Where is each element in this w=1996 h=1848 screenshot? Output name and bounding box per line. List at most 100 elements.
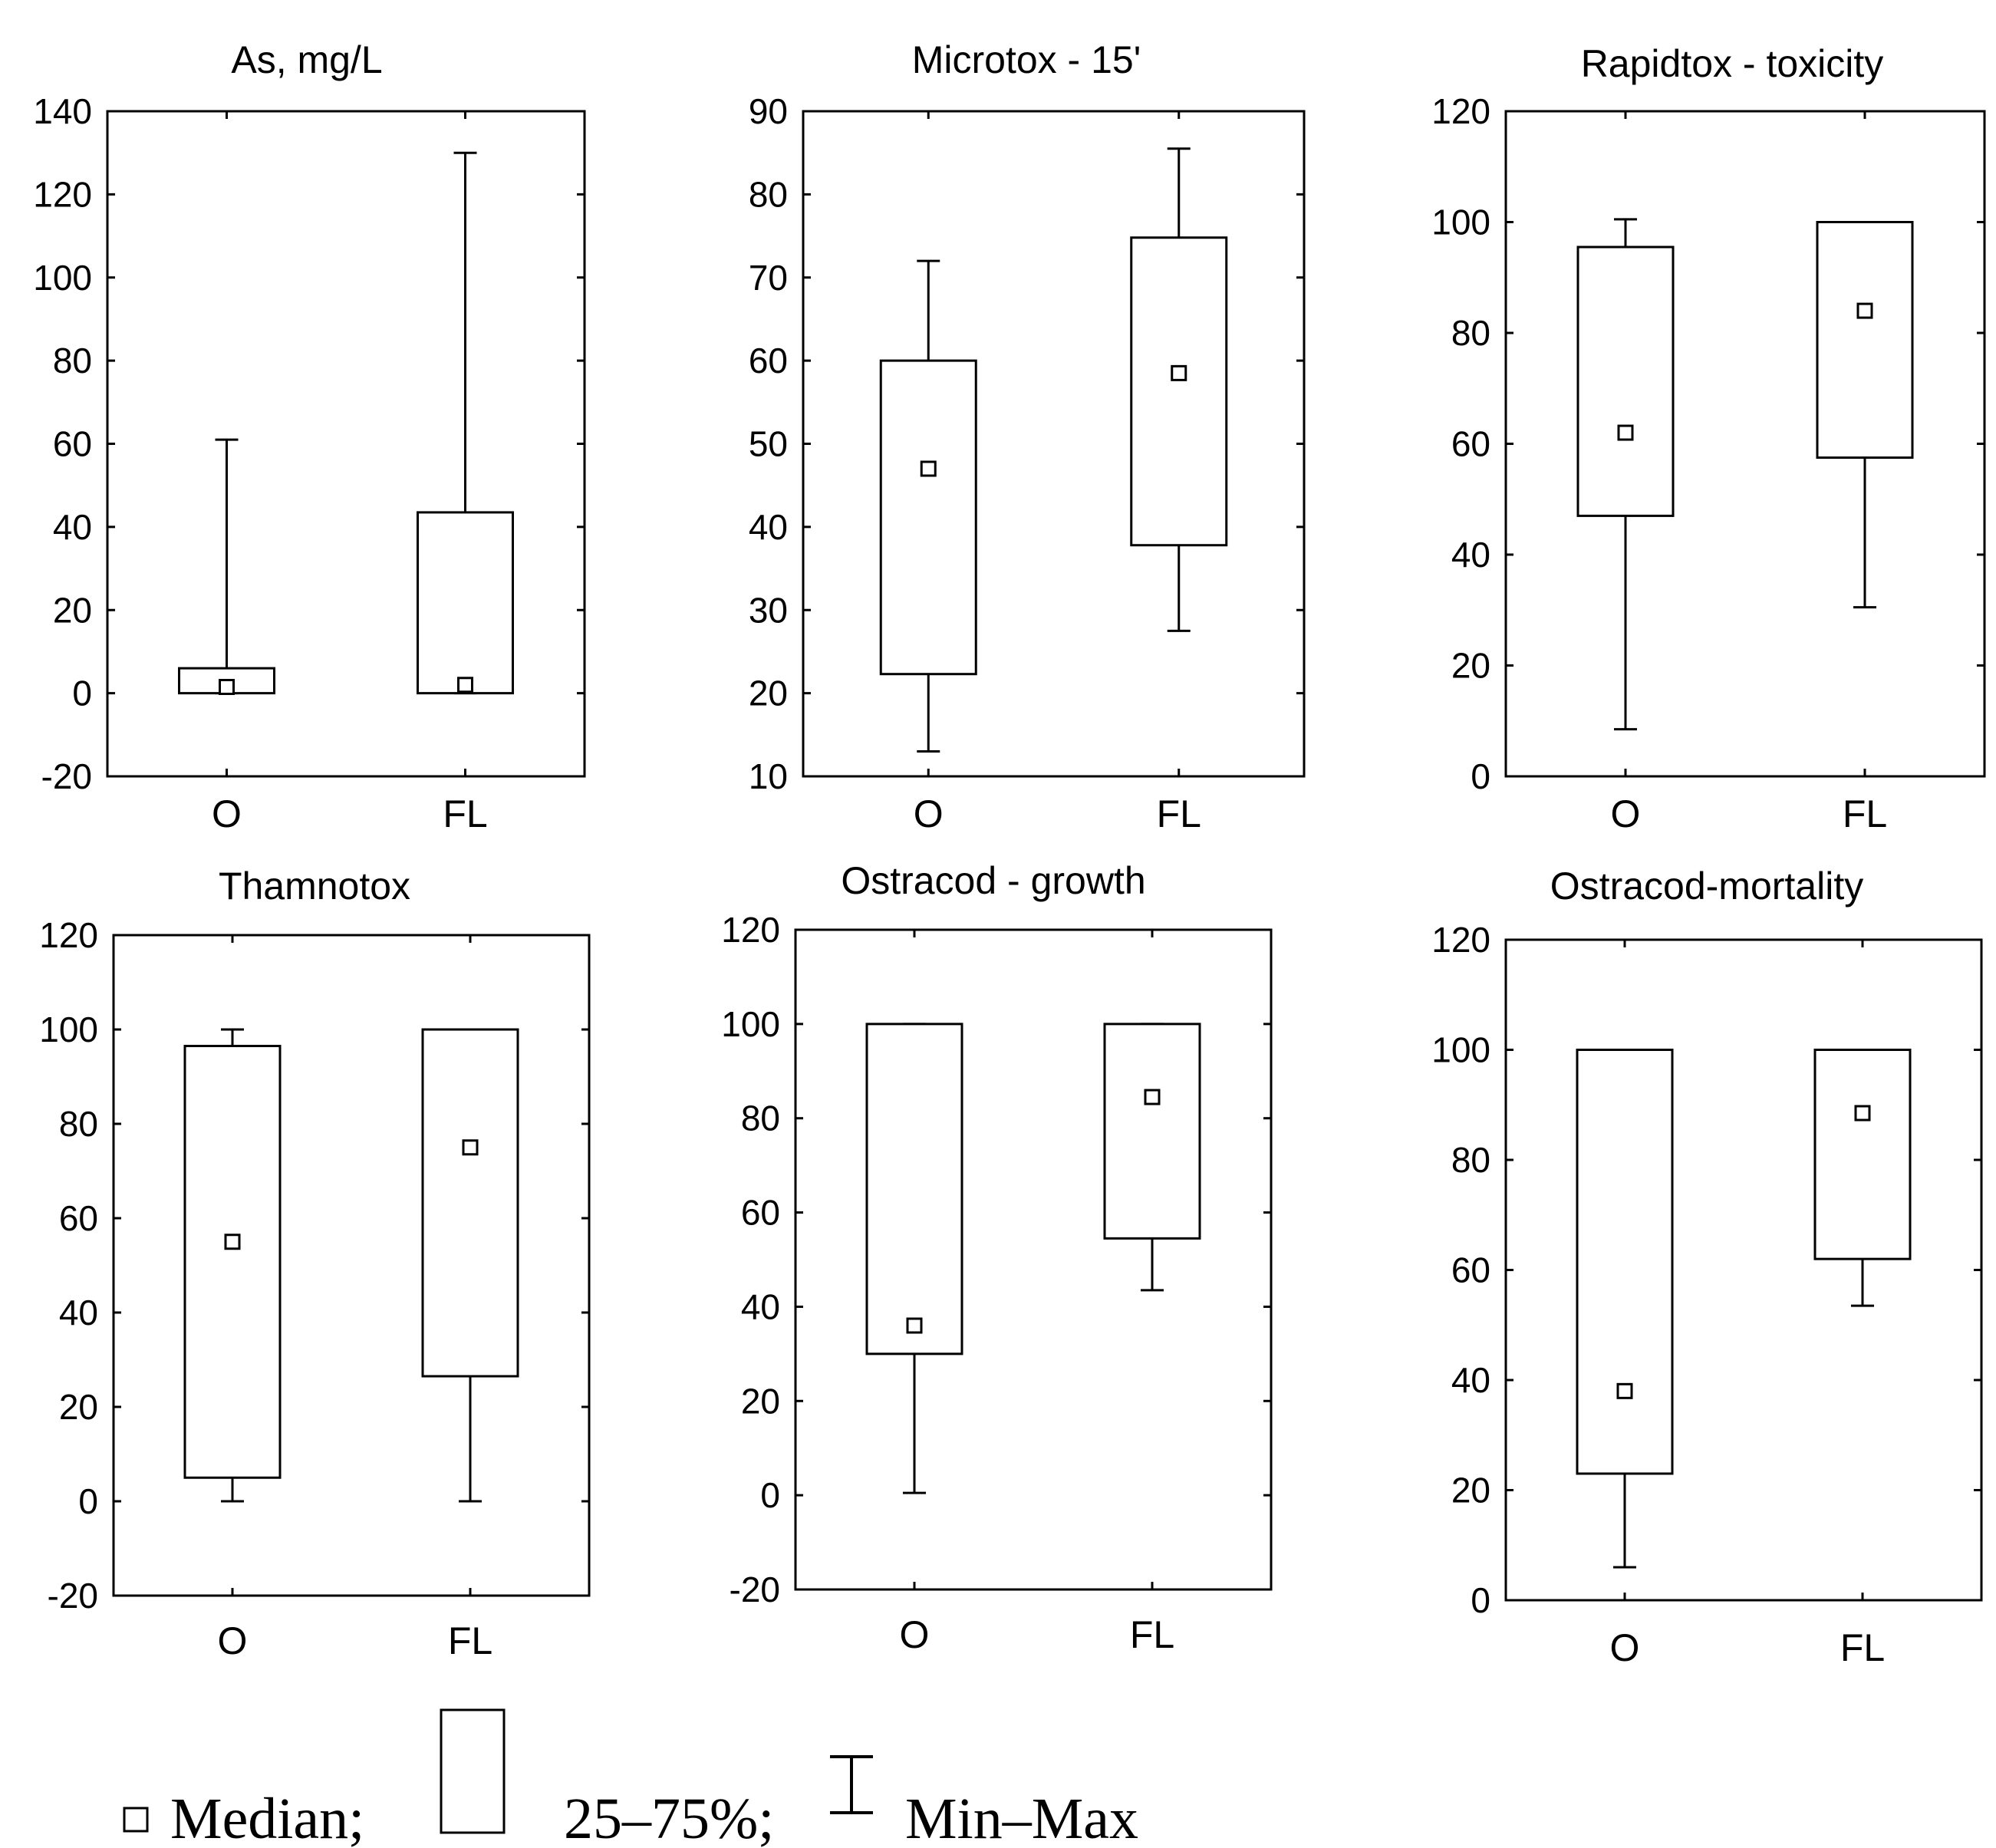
chart-panel: Rapidtox - toxicity 0 20 40 60 80 100 120 O FL	[1431, 42, 1986, 835]
y-tick-label: 50	[749, 424, 788, 464]
y-tick-label: 80	[53, 341, 92, 380]
y-tick-label: 60	[1451, 424, 1490, 464]
plot-frame	[794, 928, 1273, 1591]
iqr-box	[1813, 1049, 1912, 1260]
y-tick-label: 40	[741, 1286, 780, 1326]
y-tick-label: 20	[1451, 646, 1490, 686]
y-tick-label: 80	[749, 174, 788, 214]
y-tick-label: 0	[760, 1475, 780, 1515]
legend-box-label: 25–75%;	[564, 1787, 774, 1848]
y-tick-label: 40	[53, 507, 92, 547]
y-tick-label: 20	[749, 674, 788, 713]
chart-title: As, mg/L	[231, 38, 382, 81]
y-tick-label: -20	[48, 1576, 98, 1616]
y-tick-label: 60	[53, 424, 92, 464]
y-tick-label: 140	[33, 91, 92, 131]
iqr-box	[1576, 245, 1675, 517]
y-tick-label: -20	[41, 756, 92, 796]
x-category-label: O	[914, 792, 944, 835]
x-category-label: O	[900, 1613, 930, 1656]
y-tick-label: 70	[749, 258, 788, 298]
chart-title: Rapidtox - toxicity	[1581, 42, 1884, 85]
chart-title: Ostracod-mortality	[1550, 865, 1863, 908]
y-tick-label: 80	[1451, 313, 1490, 353]
iqr-box	[183, 1045, 282, 1479]
y-tick-label: 120	[1431, 91, 1490, 131]
median-marker	[1616, 1382, 1633, 1399]
median-marker	[1144, 1089, 1161, 1105]
x-category-label: FL	[443, 792, 487, 835]
x-category-label: FL	[1130, 1613, 1174, 1656]
y-tick-label: 80	[1451, 1140, 1490, 1180]
chart-panel: Ostracod-mortality 0 20 40 60 80 100 120 O FL	[1431, 865, 1983, 1669]
y-tick-label: 40	[1451, 1360, 1490, 1400]
median-marker	[457, 677, 473, 693]
legend: Median; 25–75%; Min–Max	[123, 1708, 1138, 1848]
iqr-box	[1576, 1049, 1674, 1475]
y-tick-label: 60	[1451, 1250, 1490, 1290]
y-tick-label: 90	[749, 91, 788, 131]
y-tick-label: 10	[749, 756, 788, 796]
y-tick-label: 120	[39, 915, 98, 955]
x-category-label: O	[1610, 1626, 1640, 1669]
x-category-label: O	[218, 1619, 248, 1662]
median-marker	[920, 460, 937, 477]
median-marker	[1854, 1105, 1871, 1122]
legend-whisker-label: Min–Max	[905, 1787, 1138, 1848]
median-marker	[224, 1234, 241, 1250]
legend-box-marker	[440, 1708, 506, 1834]
iqr-box	[421, 1028, 519, 1378]
median-marker	[1171, 364, 1187, 381]
y-tick-label: 60	[59, 1198, 98, 1238]
x-category-label: O	[212, 792, 242, 835]
y-tick-label: 40	[59, 1293, 98, 1332]
y-tick-label: -20	[730, 1570, 780, 1609]
y-tick-label: 20	[1451, 1471, 1490, 1510]
x-category-label: FL	[1843, 792, 1887, 835]
y-tick-label: 120	[1431, 920, 1490, 960]
chart-title: Thamnotox	[219, 865, 410, 908]
y-tick-label: 40	[749, 507, 788, 547]
y-tick-label: 0	[72, 674, 92, 713]
median-marker	[906, 1317, 923, 1334]
chart-panel: As, mg/L -20 0 20 40 60 80 100 120 140 O FL	[33, 38, 586, 835]
y-tick-label: 100	[1431, 203, 1490, 242]
y-tick-label: 60	[741, 1193, 780, 1233]
y-tick-label: 100	[721, 1004, 780, 1044]
chart-panel: Microtox - 15' 10 20 30 40 50 60 70 80 90 O FL	[749, 38, 1306, 835]
iqr-box	[417, 511, 514, 695]
y-tick-label: 60	[749, 341, 788, 380]
legend-median-marker	[123, 1807, 149, 1833]
y-tick-label: 100	[39, 1010, 98, 1049]
iqr-box	[1130, 236, 1228, 547]
y-tick-label: 40	[1451, 535, 1490, 575]
y-tick-label: 20	[59, 1387, 98, 1427]
chart-panel: Ostracod - growth -20 0 20 40 60 80 100 120 O FL	[721, 859, 1273, 1656]
median-marker	[1617, 424, 1634, 441]
median-marker	[462, 1139, 479, 1156]
y-tick-label: 30	[749, 590, 788, 630]
legend-median-label: Median;	[170, 1787, 364, 1848]
y-tick-label: 80	[741, 1099, 780, 1138]
y-tick-label: 0	[78, 1481, 98, 1521]
chart-panel: Thamnotox -20 0 20 40 60 80 100 120 O FL	[39, 865, 591, 1662]
chart-title: Microtox - 15'	[912, 38, 1141, 81]
median-marker	[1856, 302, 1873, 319]
y-tick-label: 0	[1471, 1580, 1490, 1620]
iqr-box	[879, 359, 977, 676]
y-tick-label: 120	[721, 910, 780, 950]
median-marker	[219, 678, 235, 695]
y-tick-label: 80	[59, 1104, 98, 1144]
y-tick-label: 20	[741, 1381, 780, 1421]
plot-frame	[112, 934, 591, 1597]
y-tick-label: 20	[53, 590, 92, 630]
y-tick-label: 100	[33, 258, 92, 298]
iqr-box	[1816, 221, 1914, 460]
y-tick-label: 100	[1431, 1030, 1490, 1070]
x-category-label: FL	[1840, 1626, 1885, 1669]
iqr-box	[865, 1023, 963, 1356]
iqr-box	[1103, 1023, 1201, 1240]
x-category-label: FL	[448, 1619, 492, 1662]
chart-title: Ostracod - growth	[841, 859, 1145, 902]
